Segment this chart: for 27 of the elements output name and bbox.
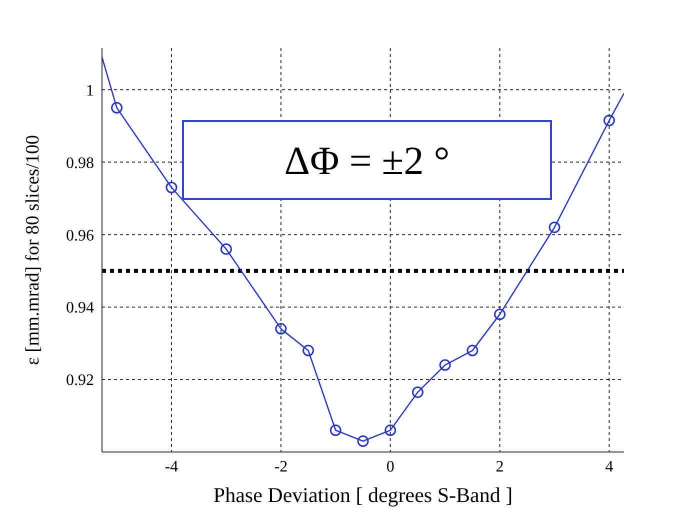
y-tick-label: 0.98	[66, 154, 94, 172]
y-axis-title: ε [mm.mrad] for 80 slices/100	[22, 134, 44, 366]
point	[166, 182, 178, 194]
x-tick-label: 2	[496, 458, 504, 476]
point	[357, 435, 369, 447]
point	[220, 243, 232, 255]
point	[466, 344, 478, 356]
x-tick-label: 0	[386, 458, 394, 476]
point	[302, 344, 314, 356]
y-tick-label: 1	[86, 82, 94, 100]
point	[494, 308, 506, 320]
point	[384, 424, 396, 436]
point	[603, 114, 615, 126]
text-box: ΔΦ = ±2 °	[182, 120, 552, 200]
point	[111, 102, 123, 114]
point	[439, 359, 451, 371]
point	[412, 386, 424, 398]
point	[548, 222, 560, 234]
x-tick-label: -4	[164, 458, 178, 476]
point	[275, 323, 287, 335]
y-tick-label: 0.92	[66, 372, 94, 390]
point	[330, 424, 342, 436]
x-tick-label: 4	[605, 458, 614, 476]
x-axis-title: Phase Deviation [ degrees S-Band ]	[213, 483, 513, 507]
y-tick-label: 0.96	[66, 227, 94, 244]
y-tick-label: 0.94	[66, 300, 94, 317]
x-tick-label: -2	[274, 458, 288, 476]
